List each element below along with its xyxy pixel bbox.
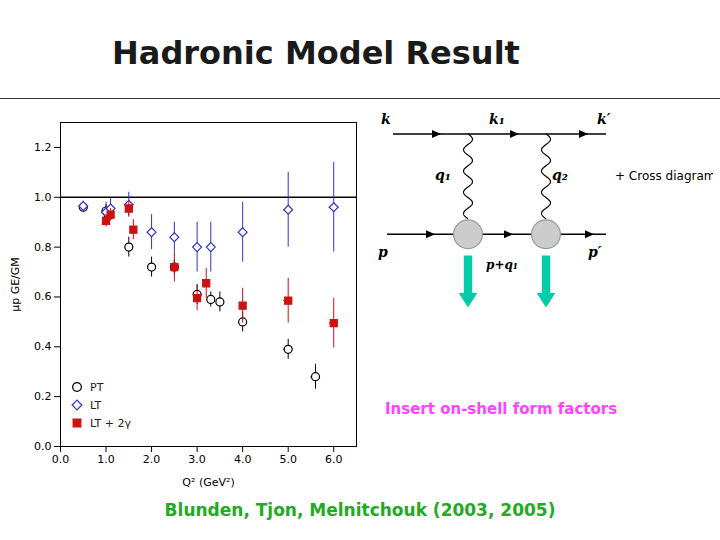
svg-text:3.0: 3.0 xyxy=(188,453,206,466)
svg-text:5.0: 5.0 xyxy=(279,453,297,466)
html-text:Hadronic Model Result: Hadronic Model Result xyxy=(112,34,520,72)
html-text:LT: LT xyxy=(90,398,102,412)
svg-text:k′: k′ xyxy=(597,111,611,127)
svg-text:μp GE/GM: μp GE/GM xyxy=(9,257,22,312)
svg-text:q₁: q₁ xyxy=(435,167,451,183)
svg-text:0.2: 0.2 xyxy=(34,390,52,403)
svg-text:6.0: 6.0 xyxy=(325,453,343,466)
svg-text:0.8: 0.8 xyxy=(34,241,52,254)
svg-text:1.0: 1.0 xyxy=(34,191,52,204)
svg-text:2.0: 2.0 xyxy=(143,453,161,466)
svg-text:q₂: q₂ xyxy=(552,167,568,183)
svg-text:1.0: 1.0 xyxy=(97,453,115,466)
svg-text:Q² (GeV²): Q² (GeV²) xyxy=(182,476,234,489)
svg-text:p+q₁: p+q₁ xyxy=(486,258,518,272)
svg-text:1.2: 1.2 xyxy=(34,141,52,154)
svg-text:0.4: 0.4 xyxy=(34,340,52,353)
svg-text:0.6: 0.6 xyxy=(34,290,52,303)
svg-text:0.0: 0.0 xyxy=(34,440,52,453)
svg-text:k: k xyxy=(381,111,391,127)
html-text:Insert on-shell form factors: Insert on-shell form factors xyxy=(385,400,618,418)
html-text:Blunden, Tjon, Melnitchouk (20: Blunden, Tjon, Melnitchouk (2003, 2005) xyxy=(164,500,556,520)
svg-text:k₁: k₁ xyxy=(489,111,505,127)
html-text:PT: PT xyxy=(90,380,104,394)
svg-text:0.0: 0.0 xyxy=(52,453,70,466)
svg-text:+ Cross diagram: + Cross diagram xyxy=(615,169,713,183)
html-text:LT + 2γ: LT + 2γ xyxy=(90,416,132,430)
svg-text:p: p xyxy=(378,244,388,260)
svg-text:4.0: 4.0 xyxy=(234,453,252,466)
svg-text:p′: p′ xyxy=(588,244,602,260)
